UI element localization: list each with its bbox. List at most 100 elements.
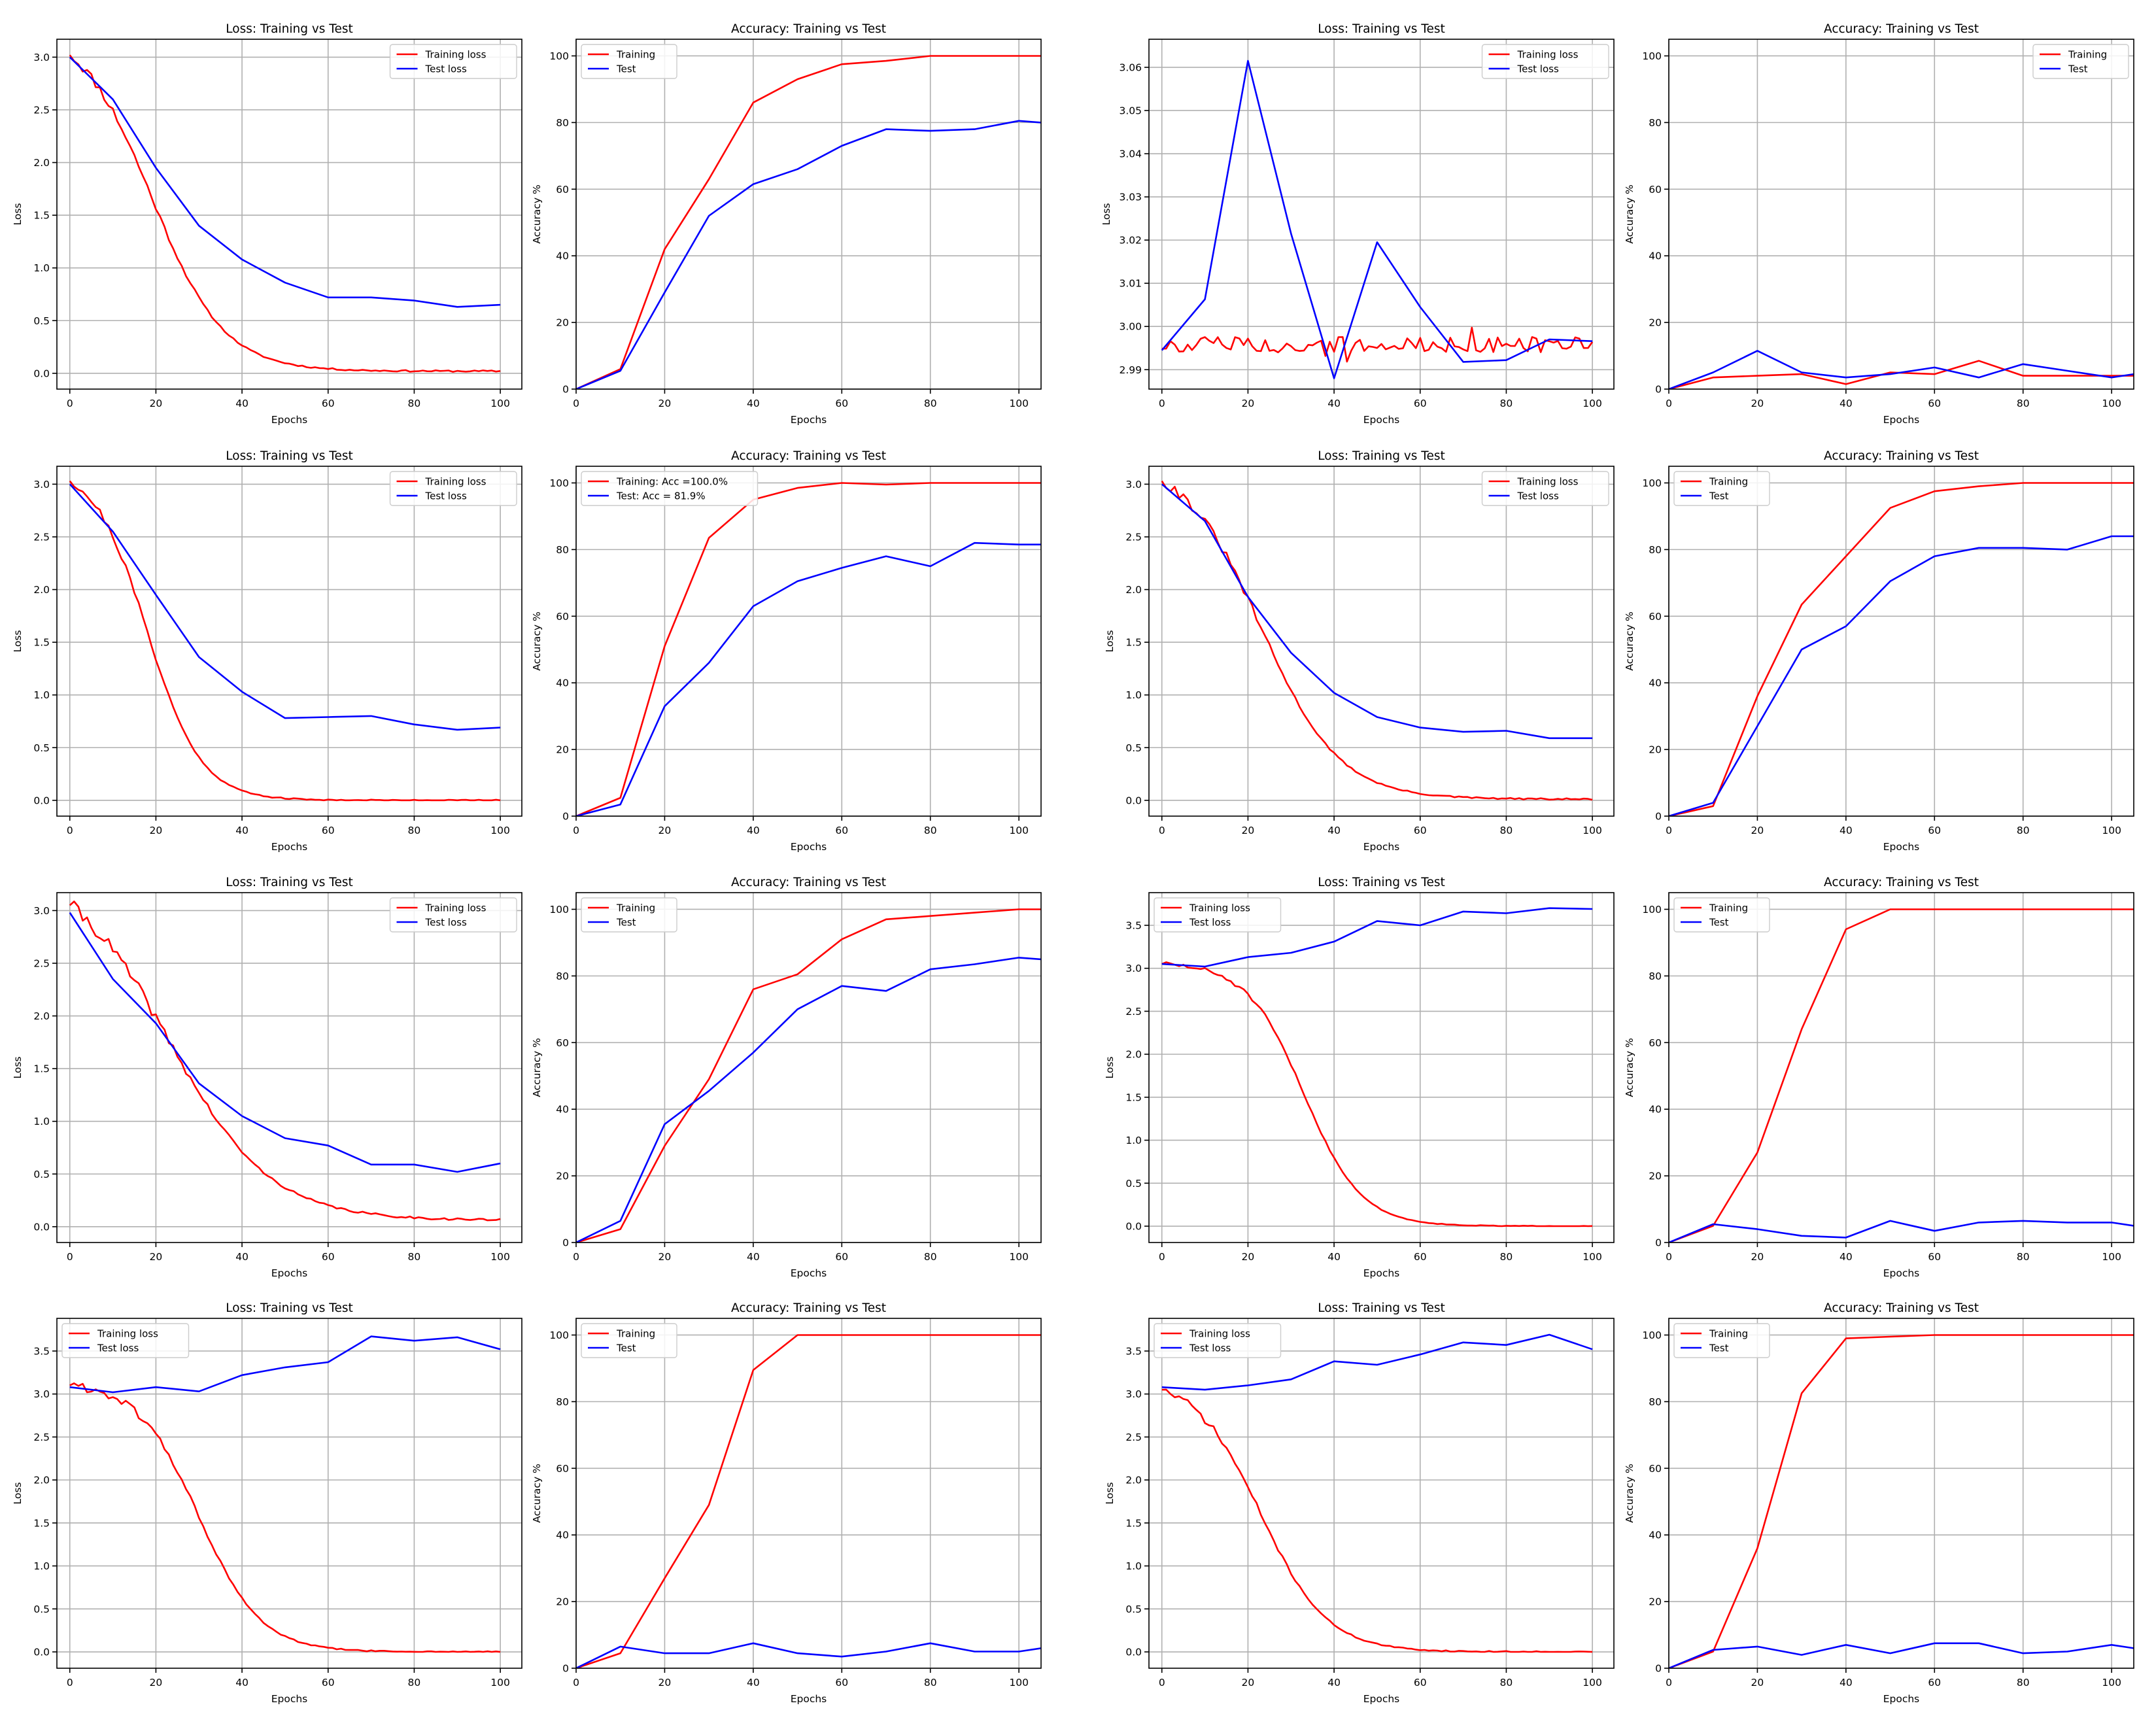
legend-label: Test loss — [1517, 490, 1559, 502]
x-tick-label: 40 — [747, 825, 760, 836]
x-axis-label: Epochs — [791, 414, 827, 426]
legend: Training Test — [1673, 897, 1770, 933]
x-tick-label: 80 — [408, 398, 421, 409]
x-axis-label: Epochs — [1883, 1693, 1920, 1705]
y-tick-label: 1.0 — [33, 262, 50, 274]
legend: Training Test — [581, 1323, 677, 1358]
subplot-title: Loss: Training vs Test — [226, 876, 352, 889]
training-series-line — [576, 55, 1041, 389]
y-tick-label: 1.0 — [1125, 1560, 1142, 1572]
y-tick-label: 1.5 — [1125, 1517, 1142, 1529]
training-series-line — [1669, 360, 2134, 389]
legend-box — [581, 471, 759, 506]
subplot-title: Loss: Training vs Test — [1318, 22, 1445, 36]
legend: Training Test — [2032, 44, 2129, 79]
y-tick-label: 100 — [1642, 50, 1662, 62]
legend-label: Training loss — [425, 902, 487, 914]
legend-label: Test — [2068, 63, 2088, 75]
y-tick-label: 20 — [1649, 1171, 1662, 1182]
test-series-line — [69, 483, 501, 731]
x-axis-label: Epochs — [791, 1693, 827, 1705]
x-tick-label: 40 — [747, 1251, 760, 1263]
y-tick-label: 2.0 — [1125, 1049, 1142, 1061]
y-tick-label: 0 — [562, 1237, 569, 1249]
y-tick-label: 2.0 — [1125, 584, 1142, 596]
legend-label: Test — [1709, 490, 1729, 502]
training-series-line — [1669, 908, 2134, 1243]
subplot-16: 0 20 40 60 80 100 0 20 40 60 80 100 Accuracy: Traini… — [1624, 1301, 2134, 1705]
x-tick-label: 80 — [2017, 825, 2030, 836]
legend-label: Training — [1709, 476, 1748, 488]
subplot-3: 0 20 40 60 80 100 2.99 3.00 3.01 3.02 3.03 3.04 3.05… — [1101, 22, 1615, 426]
plot-frame — [575, 39, 1042, 390]
x-tick-label: 40 — [747, 1677, 760, 1688]
x-tick-label: 20 — [1751, 398, 1764, 409]
x-tick-label: 100 — [1583, 1251, 1602, 1263]
x-tick-label: 0 — [1666, 398, 1672, 409]
y-tick-label: 1.5 — [33, 1517, 50, 1529]
x-tick-label: 0 — [573, 1251, 579, 1263]
x-tick-label: 40 — [1839, 1251, 1853, 1263]
x-tick-label: 20 — [659, 1251, 672, 1263]
x-tick-label: 0 — [1666, 1251, 1672, 1263]
subplot-5: 0 20 40 60 80 100 0.0 0.5 1.0 1.5 2.0 2.5 3.0 Loss: T… — [12, 449, 522, 853]
training-series-line — [69, 480, 501, 802]
y-tick-label: 1.0 — [33, 1116, 50, 1127]
x-tick-label: 0 — [573, 398, 579, 409]
legend-label: Training — [616, 1328, 655, 1340]
subplot-9: 0 20 40 60 80 100 0.0 0.5 1.0 1.5 2.0 2.5 3.0 Loss: T… — [12, 876, 522, 1279]
subplot-title: Loss: Training vs Test — [226, 449, 352, 463]
y-tick-label: 3.04 — [1119, 148, 1142, 160]
y-tick-label: 3.5 — [1125, 1345, 1142, 1357]
legend-box — [1673, 471, 1770, 506]
x-tick-label: 100 — [2102, 398, 2121, 409]
subplot-title: Accuracy: Training vs Test — [1824, 1301, 1979, 1315]
y-tick-label: 100 — [549, 1329, 569, 1341]
x-tick-label: 80 — [1500, 1251, 1513, 1263]
x-tick-label: 80 — [2017, 1677, 2030, 1688]
y-tick-label: 60 — [556, 184, 569, 196]
x-tick-label: 100 — [490, 1251, 510, 1263]
y-tick-label: 100 — [1642, 1329, 1662, 1341]
subplot-title: Accuracy: Training vs Test — [1824, 876, 1979, 889]
plot-frame — [1668, 39, 2134, 390]
training-series-line — [1161, 1388, 1593, 1653]
x-tick-label: 20 — [1242, 825, 1255, 836]
x-tick-label: 80 — [408, 1677, 421, 1688]
x-tick-label: 80 — [924, 398, 937, 409]
y-axis-label: Accuracy % — [1624, 1464, 1635, 1522]
x-tick-label: 60 — [322, 825, 335, 836]
legend-box — [1673, 1323, 1770, 1358]
test-series-line — [1669, 1220, 2134, 1243]
training-series-line — [69, 1382, 501, 1653]
x-tick-label: 40 — [1327, 1677, 1341, 1688]
y-tick-label: 2.0 — [33, 584, 50, 596]
y-tick-label: 60 — [1649, 1463, 1662, 1475]
y-tick-label: 0.0 — [1125, 1647, 1142, 1658]
legend-box — [389, 897, 517, 933]
x-axis-label: Epochs — [1363, 1693, 1400, 1705]
subplot-title: Accuracy: Training vs Test — [731, 22, 886, 36]
y-tick-label: 60 — [556, 611, 569, 623]
subplot-title: Loss: Training vs Test — [1318, 1301, 1445, 1315]
subplot-10: 0 20 40 60 80 100 0 20 40 60 80 100 Accuracy: Traini… — [531, 876, 1042, 1279]
x-axis-label: Epochs — [271, 841, 308, 853]
subplot-title: Accuracy: Training vs Test — [1824, 22, 1979, 36]
x-tick-label: 20 — [1751, 825, 1764, 836]
x-tick-label: 100 — [1009, 398, 1029, 409]
y-tick-label: 1.0 — [33, 1560, 50, 1572]
subplot-title: Accuracy: Training vs Test — [731, 876, 886, 889]
legend-label: Test loss — [1189, 1343, 1231, 1354]
test-series-line — [1669, 1642, 2134, 1668]
training-series-line — [1161, 480, 1593, 801]
x-tick-label: 40 — [235, 825, 248, 836]
x-tick-label: 100 — [1009, 825, 1029, 836]
y-tick-label: 100 — [549, 50, 569, 62]
x-tick-label: 60 — [1414, 825, 1427, 836]
plot-frame — [56, 39, 522, 390]
legend-label: Test — [616, 63, 636, 75]
plot-frame — [56, 466, 522, 817]
x-tick-label: 0 — [1159, 1251, 1165, 1263]
x-tick-label: 0 — [67, 1677, 73, 1688]
